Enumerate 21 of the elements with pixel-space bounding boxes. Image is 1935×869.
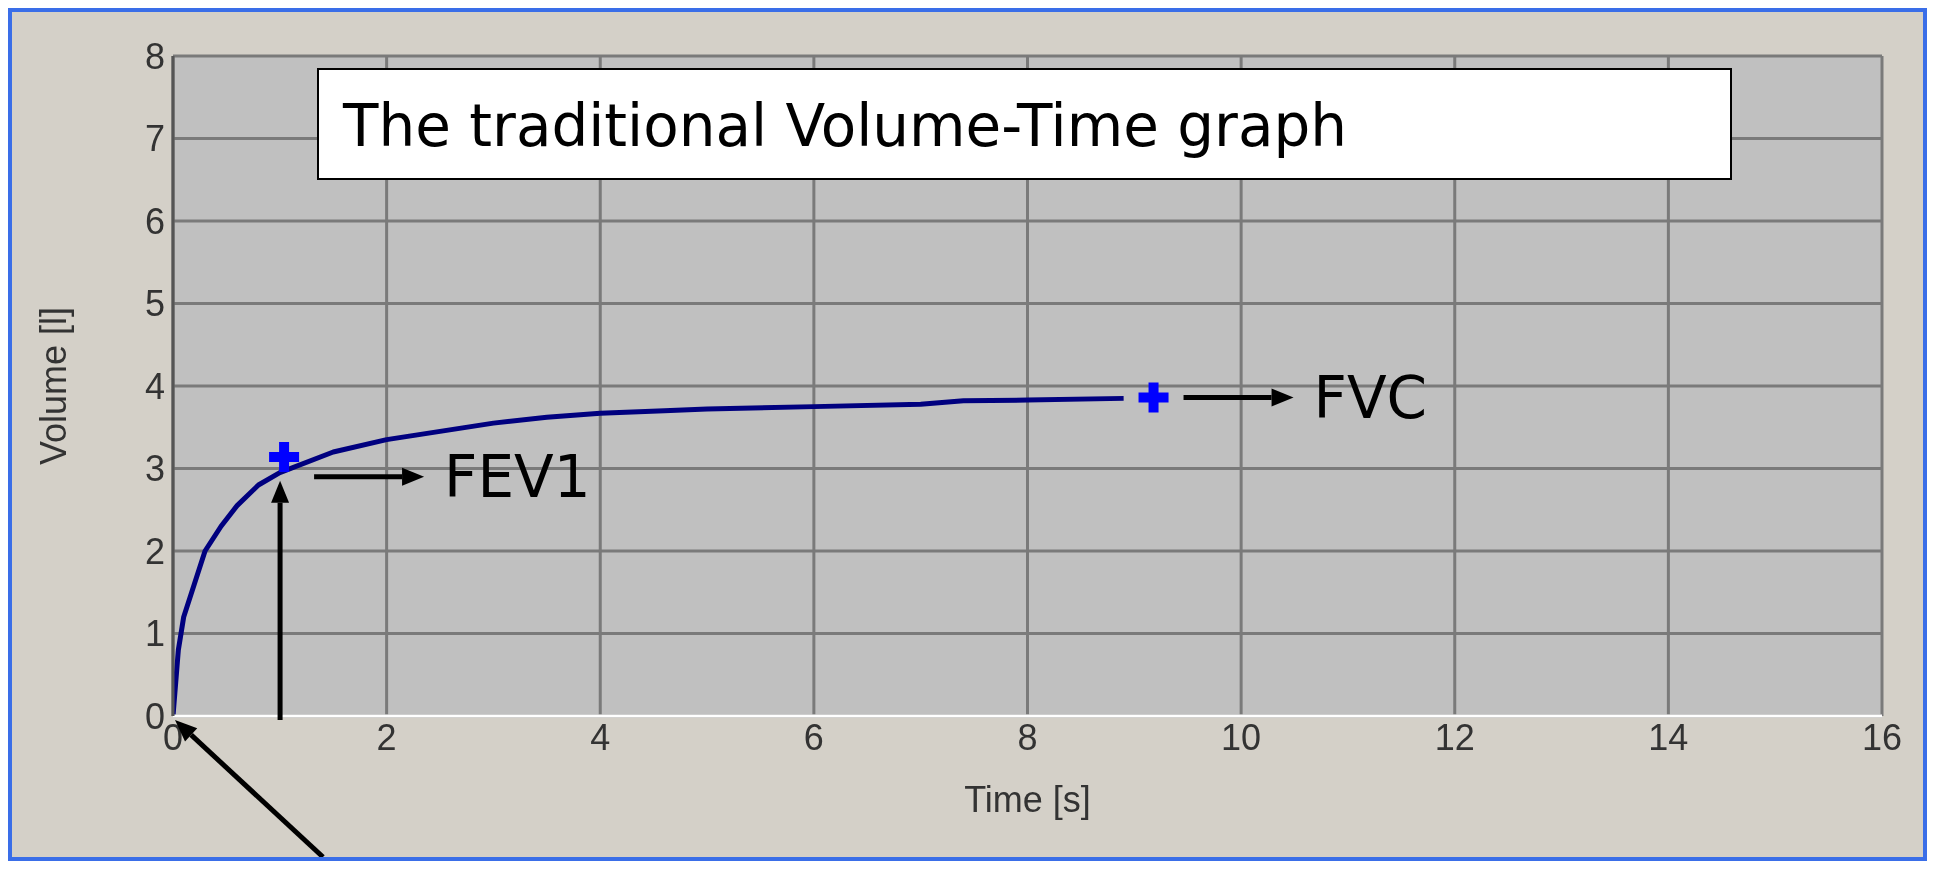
y-tick-label: 8 [144, 35, 165, 77]
y-tick-label: 1 [144, 613, 165, 655]
x-tick-label: 10 [1221, 716, 1262, 758]
x-tick-label: 12 [1434, 716, 1475, 758]
annotation: FVC [1313, 363, 1428, 432]
x-tick-label: 6 [803, 716, 824, 758]
title-box: The traditional Volume-Time graph [317, 68, 1732, 180]
y-axis-title: Volume [l] [32, 306, 74, 466]
x-tick-label: 2 [376, 716, 397, 758]
x-tick-label: 4 [590, 716, 611, 758]
y-tick-label: 7 [144, 118, 165, 160]
x-axis-title: Time [s] [964, 779, 1091, 820]
y-tick-label: 6 [144, 200, 165, 242]
y-tick-label: 2 [144, 530, 165, 572]
x-tick-label: 14 [1648, 716, 1689, 758]
x-tick-label: 8 [1017, 716, 1038, 758]
y-tick-label: 3 [144, 448, 165, 490]
x-tick-label: 16 [1861, 716, 1903, 758]
y-tick-label: 4 [144, 365, 165, 407]
y-tick-label: 5 [144, 283, 165, 325]
annotation: FEV1 [444, 442, 591, 511]
